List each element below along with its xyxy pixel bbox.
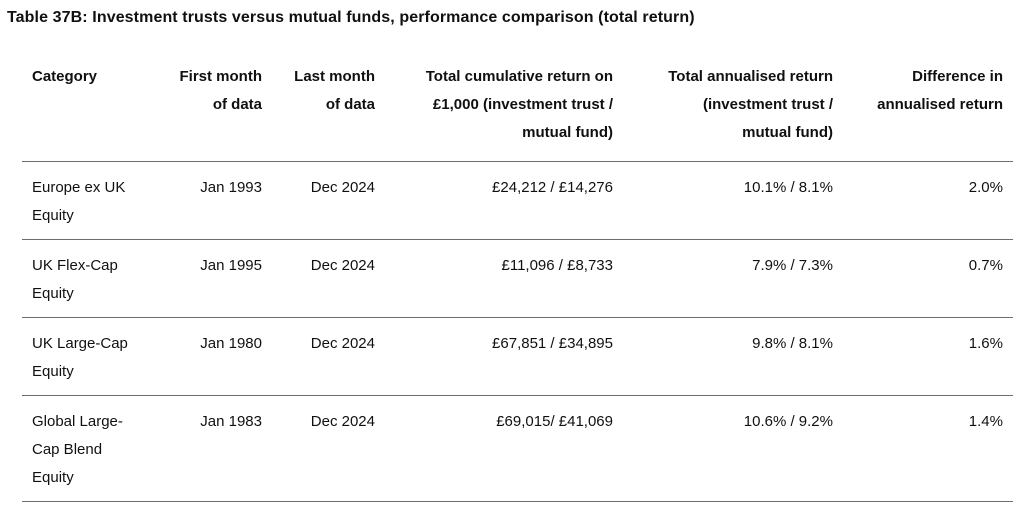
table-body: Europe ex UK Equity Jan 1993 Dec 2024 £2… xyxy=(22,161,1013,502)
cell-first-month: Jan 1993 xyxy=(177,161,262,240)
column-header-last-month: Last month of data xyxy=(262,63,375,162)
cell-first-month: Jan 1980 xyxy=(177,317,262,396)
cell-difference: 2.0% xyxy=(833,161,1013,240)
cell-first-month: Jan 1995 xyxy=(177,239,262,318)
column-header-category: Category xyxy=(22,63,177,162)
cell-difference: 1.4% xyxy=(833,395,1013,502)
cell-annualised-return: 9.8% / 8.1% xyxy=(613,317,833,396)
table-row: UK Large-Cap Equity Jan 1980 Dec 2024 £6… xyxy=(22,317,1013,396)
header-row: Category First month of data Last month … xyxy=(22,63,1013,162)
cell-first-month: Jan 1983 xyxy=(177,395,262,502)
column-header-first-month: First month of data xyxy=(177,63,262,162)
cell-annualised-return: 10.6% / 9.2% xyxy=(613,395,833,502)
cell-cumulative-return: £11,096 / £8,733 xyxy=(375,239,613,318)
page-title: Table 37B: Investment trusts versus mutu… xyxy=(7,9,695,26)
cell-last-month: Dec 2024 xyxy=(262,395,375,502)
cell-category: Europe ex UK Equity xyxy=(22,161,177,240)
table-row: UK Flex-Cap Equity Jan 1995 Dec 2024 £11… xyxy=(22,239,1013,318)
table-row: Global Large-Cap Blend Equity Jan 1983 D… xyxy=(22,395,1013,502)
column-header-cumulative-return: Total cumulative return on £1,000 (inves… xyxy=(375,63,613,162)
cell-cumulative-return: £69,015/ £41,069 xyxy=(375,395,613,502)
column-header-difference: Difference in annualised return xyxy=(833,63,1013,162)
cell-last-month: Dec 2024 xyxy=(262,317,375,396)
table-header: Category First month of data Last month … xyxy=(22,63,1013,162)
cell-cumulative-return: £67,851 / £34,895 xyxy=(375,317,613,396)
cell-last-month: Dec 2024 xyxy=(262,161,375,240)
cell-annualised-return: 7.9% / 7.3% xyxy=(613,239,833,318)
cell-category: UK Large-Cap Equity xyxy=(22,317,177,396)
table-row: Europe ex UK Equity Jan 1993 Dec 2024 £2… xyxy=(22,161,1013,240)
cell-last-month: Dec 2024 xyxy=(262,239,375,318)
cell-annualised-return: 10.1% / 8.1% xyxy=(613,161,833,240)
performance-table: Category First month of data Last month … xyxy=(22,63,1013,502)
cell-difference: 1.6% xyxy=(833,317,1013,396)
column-header-annualised-return: Total annualised return (investment trus… xyxy=(613,63,833,162)
cell-category: UK Flex-Cap Equity xyxy=(22,239,177,318)
cell-difference: 0.7% xyxy=(833,239,1013,318)
cell-cumulative-return: £24,212 / £14,276 xyxy=(375,161,613,240)
cell-category: Global Large-Cap Blend Equity xyxy=(22,395,177,502)
